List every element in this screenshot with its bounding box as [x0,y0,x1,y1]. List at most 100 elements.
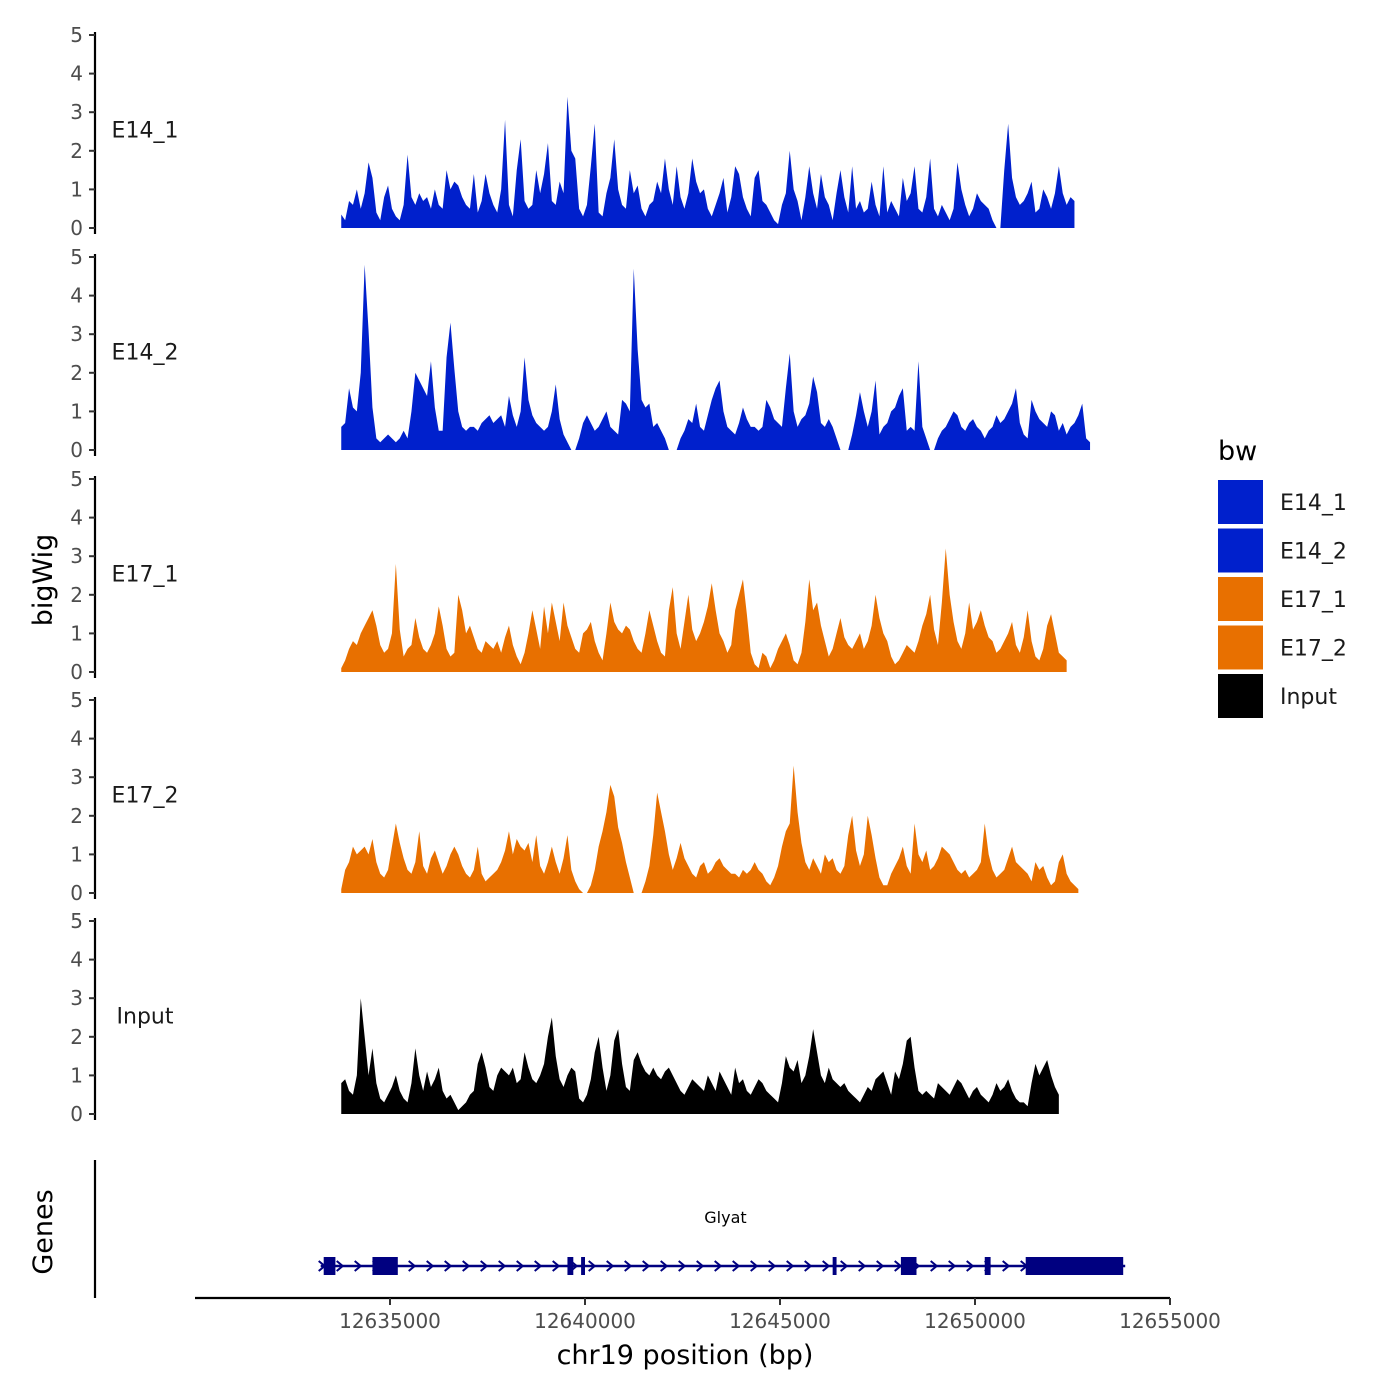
strand-arrow [498,1260,507,1272]
bigwig-tracks: 0 1 2 3 4 5 E14_1 0 1 2 3 4 5 E14_2 0 1 2 3 4 5 E17_1 0 1 2 3 4 5 E… [70,23,1091,1126]
y-tick-label: 3 [70,765,83,789]
y-tick-label: 3 [70,986,83,1010]
strand-arrow [462,1260,471,1272]
strand-arrow [768,1260,777,1272]
legend-swatch-E14_2 [1218,528,1263,573]
y-tick-label: 3 [70,544,83,568]
legend-label: E17_2 [1280,637,1347,662]
legend-swatch-E17_2 [1218,625,1263,670]
y-tick-label: 4 [70,506,83,530]
y-tick-label: 0 [70,660,83,684]
y-tick-label: 4 [70,62,83,86]
track-label: E17_2 [112,783,179,808]
gene-exon [567,1257,574,1275]
y-tick-label: 5 [70,467,83,491]
y-tick-label: 2 [70,804,83,828]
gene-exon [900,1257,917,1275]
y-tick-label: 3 [70,100,83,124]
legend-swatch-E14_1 [1218,480,1263,524]
strand-arrow [804,1260,813,1272]
strand-arrow [894,1260,903,1272]
strand-arrow [858,1260,867,1272]
gene-exon [581,1257,585,1275]
coverage-area-E17_2 [341,765,1079,893]
y-tick-label: 5 [70,23,83,47]
strand-arrow [408,1260,417,1272]
strand-arrow [1002,1260,1011,1272]
track-label: Input [117,1004,174,1029]
strand-arrow [966,1260,975,1272]
gene-exon [1025,1257,1124,1275]
strand-arrow [426,1260,435,1272]
y-tick-label: 1 [70,621,83,645]
coverage-area-E17_1 [341,548,1067,672]
y-tick-label: 1 [70,399,83,423]
legend: bw E14_1 E14_2 E17_1 E17_2 Input [1218,436,1347,718]
y-tick-label: 1 [70,842,83,866]
track-E17_2: 0 1 2 3 4 5 E17_2 [70,688,1079,905]
y-tick-label: 1 [70,177,83,201]
y-tick-label: 5 [70,245,83,269]
x-axis-title: chr19 position (bp) [557,1340,814,1371]
strand-arrow [714,1260,723,1272]
gene-name-label: Glyat [704,1208,746,1227]
track-label: E14_2 [112,340,179,365]
track-E14_1: 0 1 2 3 4 5 E14_1 [70,23,1075,240]
track-label: E17_1 [112,562,179,587]
y-tick-label: 4 [70,284,83,308]
legend-title: bw [1218,436,1257,467]
track-label: E14_1 [112,118,179,143]
strand-arrow [822,1260,831,1272]
track-E14_2: 0 1 2 3 4 5 E14_2 [70,245,1091,462]
y-axis-title: bigWig [28,534,59,627]
strand-arrow [588,1260,597,1272]
strand-arrow [516,1260,525,1272]
legend-label: Input [1280,685,1337,710]
strand-arrow [624,1260,633,1272]
x-axis: 12635000 12640000 12645000 12650000 12655000 [195,1296,1221,1333]
y-tick-label: 4 [70,727,83,751]
y-tick-label: 0 [70,1102,83,1126]
strand-arrow [642,1260,651,1272]
gene-exon [832,1257,837,1275]
strand-arrow [696,1260,705,1272]
legend-swatch-Input [1218,674,1263,718]
y-tick-label: 1 [70,1063,83,1087]
x-tick-label: 12655000 [1119,1309,1221,1333]
gene-exon [372,1257,398,1275]
coverage-area-Input [341,998,1059,1114]
x-tick-label: 12635000 [339,1309,441,1333]
y-tick-label: 2 [70,361,83,385]
strand-arrow [552,1260,561,1272]
strand-arrow [354,1260,363,1272]
strand-arrow [750,1260,759,1272]
x-tick-label: 12650000 [924,1309,1026,1333]
strand-arrow [732,1260,741,1272]
legend-label: E14_2 [1280,540,1347,565]
strand-arrow [480,1260,489,1272]
strand-arrow [930,1260,939,1272]
genes-axis-title: Genes [28,1189,59,1274]
strand-arrow [786,1260,795,1272]
strand-arrow [606,1260,615,1272]
legend-label: E14_1 [1280,491,1347,516]
coverage-area-E14_2 [341,264,1091,450]
strand-arrow [534,1260,543,1272]
strand-arrow [948,1260,957,1272]
y-tick-label: 2 [70,139,83,163]
x-tick-label: 12640000 [534,1309,636,1333]
strand-arrow [660,1260,669,1272]
strand-arrow [876,1260,885,1272]
strand-arrow [444,1260,453,1272]
gene-exon [984,1257,991,1275]
y-tick-label: 5 [70,688,83,712]
coverage-area-E14_1 [341,96,1075,228]
y-tick-label: 3 [70,322,83,346]
track-Input: 0 1 2 3 4 5 Input [70,909,1059,1126]
y-tick-label: 4 [70,948,83,972]
strand-arrow [336,1260,345,1272]
y-tick-label: 0 [70,881,83,905]
y-tick-label: 5 [70,909,83,933]
y-tick-label: 0 [70,438,83,462]
